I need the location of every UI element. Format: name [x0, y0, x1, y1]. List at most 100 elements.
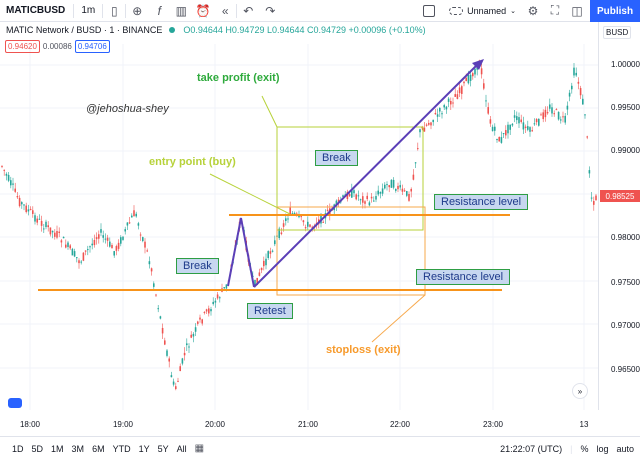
buy-sell-panel: 0.94620 0.00086 0.94706: [5, 40, 110, 53]
range-all-button[interactable]: All: [176, 443, 187, 454]
candle-body: [194, 327, 197, 332]
candle-body: [392, 179, 395, 188]
settings-icon[interactable]: ⚙: [527, 3, 539, 18]
log-scale-button[interactable]: log: [596, 443, 609, 454]
candle-body: [100, 229, 102, 233]
candle-body: [584, 114, 586, 116]
candle-body: [483, 83, 485, 89]
candle-body: [139, 234, 142, 236]
price-tick: 0.97000: [611, 321, 640, 330]
candle-body: [164, 340, 166, 345]
candle-body: [428, 122, 430, 125]
impulse-swing-line: [227, 217, 255, 288]
candle-body: [549, 104, 551, 109]
candle-body: [34, 215, 36, 222]
candle-body: [544, 109, 547, 118]
layout-name-button[interactable]: Unnamed ⌄: [443, 6, 522, 16]
candle-body: [282, 223, 285, 227]
candle-body: [593, 201, 595, 205]
range-5d-button[interactable]: 5D: [31, 443, 44, 454]
fullscreen-icon[interactable]: ⛶: [550, 3, 560, 17]
camera-icon[interactable]: ◫: [571, 3, 583, 18]
range-1y-button[interactable]: 1Y: [138, 443, 150, 454]
candle-body: [47, 225, 49, 228]
candle-body: [439, 107, 441, 112]
candle-body: [443, 105, 445, 108]
candle-body: [359, 199, 362, 201]
candle-body: [419, 129, 421, 133]
tradingview-logo-icon[interactable]: [8, 398, 22, 408]
undo-icon[interactable]: ↶: [243, 3, 254, 18]
replay-icon[interactable]: «: [221, 3, 229, 18]
candle-body: [450, 100, 452, 105]
time-tick: 13: [579, 420, 589, 429]
range-1m-button[interactable]: 1M: [51, 443, 64, 454]
percent-scale-button[interactable]: %: [580, 443, 589, 454]
layout-checkbox-icon[interactable]: [423, 4, 436, 17]
time-tick: 18:00: [19, 420, 41, 429]
range-6m-button[interactable]: 6M: [92, 443, 105, 454]
candle-body: [62, 236, 65, 239]
scroll-to-realtime-button[interactable]: »: [572, 383, 588, 399]
candle-body: [366, 195, 368, 200]
price-tick: 0.96500: [611, 365, 640, 374]
redo-icon[interactable]: ↷: [265, 3, 276, 18]
break-label-upper: Break: [315, 150, 358, 166]
candle-body: [192, 333, 195, 337]
candle-body: [199, 317, 201, 320]
candle-body: [375, 196, 377, 200]
bottom-right-controls: 21:22:07 (UTC) | % log auto: [500, 444, 640, 454]
symbol-search-button[interactable]: MATICBUSD: [6, 5, 66, 16]
price-axis[interactable]: BUSD 1.00000 0.99500 0.99000 0.98000 0.9…: [598, 22, 640, 410]
plus-circle-icon[interactable]: ⊕: [132, 3, 143, 18]
sell-price-button[interactable]: 0.94620: [5, 40, 40, 53]
market-status-dot: [168, 27, 175, 33]
candle-body: [421, 127, 423, 129]
candle-body: [381, 188, 384, 194]
time-axis[interactable]: 18:00 19:00 20:00 21:00 22:00 23:00 13: [0, 414, 598, 434]
range-1d-button[interactable]: 1D: [12, 443, 24, 454]
candle-body: [590, 197, 593, 199]
bars-icon[interactable]: ▥: [175, 3, 187, 18]
range-ytd-button[interactable]: YTD: [112, 443, 131, 454]
candle-body: [135, 213, 137, 217]
candle-body: [562, 116, 564, 118]
candle-body: [137, 223, 140, 226]
utc-clock[interactable]: 21:22:07 (UTC): [500, 443, 563, 454]
spread-value: 0.00086: [42, 42, 72, 51]
candle-body: [76, 257, 78, 259]
candle-body: [364, 201, 366, 204]
bottom-divider: |: [570, 443, 573, 454]
candle-body: [377, 190, 379, 195]
date-range-icon[interactable]: ▦: [194, 443, 205, 454]
price-tick: 1.00000: [611, 60, 640, 69]
candles-icon[interactable]: ▯: [110, 3, 118, 18]
buy-price-button[interactable]: 0.94706: [74, 40, 110, 53]
candle-body: [538, 118, 540, 126]
auto-scale-button[interactable]: auto: [616, 443, 634, 454]
candle-body: [434, 112, 437, 115]
candle-body: [67, 242, 69, 247]
candle-body: [498, 136, 500, 142]
candle-body: [25, 205, 27, 213]
candle-body: [403, 190, 406, 192]
candle-body: [214, 300, 217, 303]
time-tick: 22:00: [389, 420, 411, 429]
candle-body: [496, 139, 498, 141]
price-chart[interactable]: [0, 22, 640, 410]
candle-body: [210, 309, 212, 312]
interval-button[interactable]: 1m: [81, 5, 96, 16]
candle-body: [197, 321, 199, 324]
candle-body: [106, 237, 109, 241]
range-3m-button[interactable]: 3M: [71, 443, 85, 454]
fx-icon[interactable]: f: [157, 3, 161, 18]
range-5y-button[interactable]: 5Y: [157, 443, 169, 454]
candle-body: [256, 277, 258, 285]
candle-body: [529, 127, 531, 132]
alert-clock-icon[interactable]: ⏰: [195, 3, 211, 18]
candle-body: [153, 283, 155, 287]
stoploss-label: stoploss (exit): [326, 344, 401, 356]
candle-body: [518, 117, 520, 124]
publish-button[interactable]: Publish: [590, 0, 640, 22]
candle-body: [146, 250, 148, 252]
